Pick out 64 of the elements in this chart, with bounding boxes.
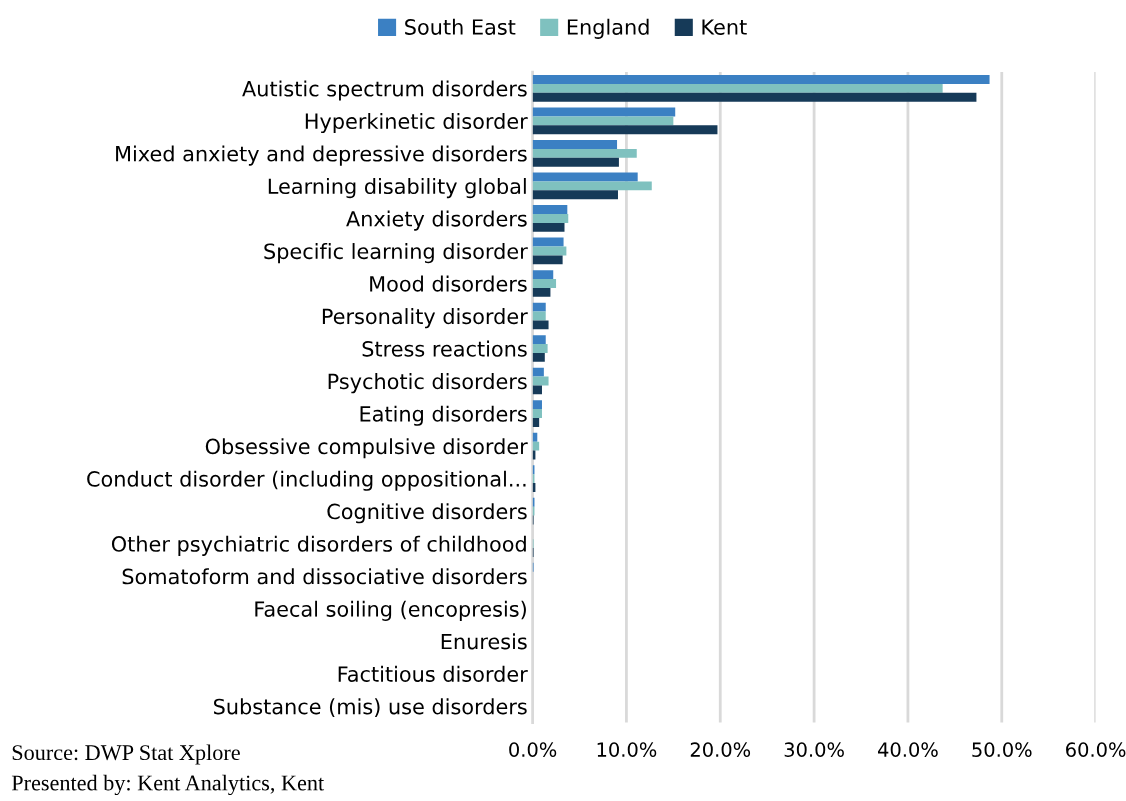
x-tick-label: 10.0% bbox=[597, 742, 657, 757]
y-tick-label: Personality disorder bbox=[322, 308, 528, 329]
y-tick-label: Factitious disorder bbox=[338, 665, 528, 682]
x-tick-label: 40.0% bbox=[878, 742, 938, 757]
y-tick-label: Obsessive compulsive disorder bbox=[205, 438, 528, 459]
bar bbox=[532, 140, 618, 149]
y-tick-label: Mixed anxiety and depressive disorders bbox=[116, 145, 527, 166]
bar bbox=[532, 320, 549, 330]
y-tick-label: Eating disorders bbox=[360, 405, 527, 426]
y-tick-label: Enuresis bbox=[441, 633, 527, 650]
y-tick-label: Specific learning disorder bbox=[264, 243, 528, 264]
bar bbox=[532, 279, 557, 288]
bar bbox=[532, 400, 542, 410]
bar bbox=[532, 75, 990, 84]
y-tick-label: Somatoform and dissociative disorders bbox=[122, 568, 527, 585]
x-tick-label: 0.0% bbox=[509, 742, 557, 757]
bar bbox=[532, 352, 545, 362]
bar bbox=[532, 92, 977, 102]
bar bbox=[532, 148, 637, 158]
bar bbox=[532, 237, 564, 247]
bar bbox=[532, 157, 619, 167]
y-tick-label: Learning disability global bbox=[268, 178, 526, 199]
bar bbox=[532, 222, 565, 232]
bar bbox=[532, 190, 618, 200]
bar bbox=[532, 125, 718, 135]
bar bbox=[532, 385, 542, 395]
bar bbox=[532, 255, 563, 265]
bar bbox=[532, 376, 549, 386]
bar bbox=[532, 367, 544, 377]
bar bbox=[532, 83, 943, 93]
x-tick-label: 30.0% bbox=[784, 742, 844, 757]
y-tick-label: Autistic spectrum disorders bbox=[242, 80, 527, 101]
y-tick-label: Substance (mis) use disorders bbox=[213, 698, 527, 717]
y-tick-label: Hyperkinetic disorder bbox=[305, 112, 528, 134]
bar bbox=[532, 287, 551, 297]
legend-label: England bbox=[567, 18, 649, 39]
x-tick-label: 50.0% bbox=[972, 742, 1032, 757]
bar bbox=[532, 107, 676, 117]
y-tick-label: Psychotic disorders bbox=[328, 373, 527, 394]
bar bbox=[532, 344, 548, 353]
y-tick-label: Other psychiatric disorders of childhood bbox=[111, 535, 526, 556]
y-tick-label: Stress reactions bbox=[362, 340, 527, 357]
source-note: Source: DWP Stat Xplore bbox=[12, 744, 240, 765]
y-tick-label: Cognitive disorders bbox=[327, 503, 527, 524]
legend-label: Kent bbox=[702, 19, 747, 35]
y-tick-label: Faecal soiling (encopresis) bbox=[255, 600, 526, 621]
text: Presented by: Kent Analytics, Kent bbox=[11, 774, 325, 796]
bar bbox=[532, 181, 652, 191]
legend-label: South East bbox=[405, 18, 516, 35]
x-tick-label: 20.0% bbox=[690, 742, 751, 757]
x-tick-label: 60.0% bbox=[1066, 742, 1126, 757]
bar bbox=[532, 302, 546, 312]
bar bbox=[532, 116, 674, 126]
bar bbox=[532, 441, 540, 451]
y-tick-label: Anxiety disorders bbox=[346, 210, 527, 231]
bar bbox=[532, 335, 546, 345]
bar bbox=[532, 205, 568, 214]
bar bbox=[532, 418, 540, 427]
bar bbox=[532, 270, 554, 280]
y-tick-label: Conduct disorder (including oppositional... bbox=[87, 470, 526, 491]
bar bbox=[532, 172, 638, 182]
bar bbox=[532, 213, 569, 223]
bar bbox=[532, 409, 542, 418]
y-tick-label: Mood disorders bbox=[370, 275, 527, 292]
